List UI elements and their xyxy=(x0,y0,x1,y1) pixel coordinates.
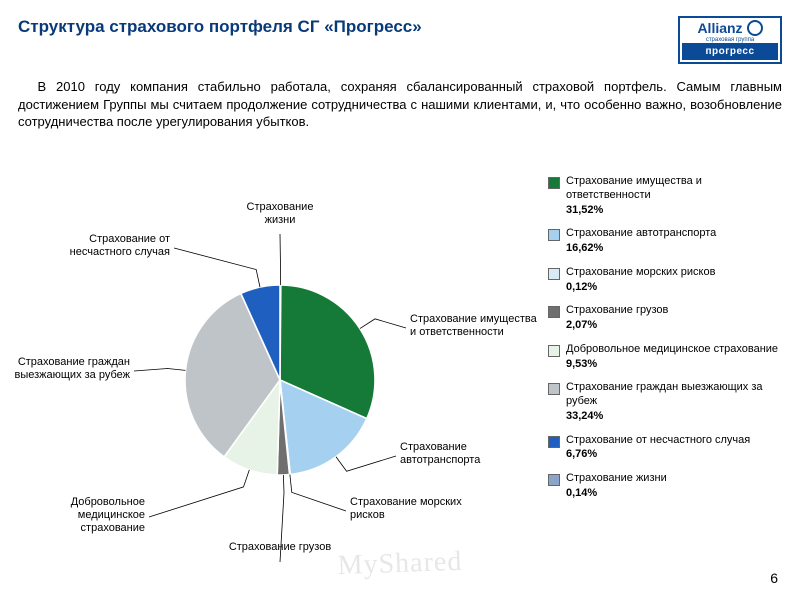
legend-text: Страхование граждан выезжающих за рубеж3… xyxy=(566,381,788,423)
legend-percent: 9,53% xyxy=(566,358,788,372)
pie-callout-label: Страхованиежизни xyxy=(247,201,314,226)
legend-label: Страхование жизни xyxy=(566,472,788,486)
callout-line xyxy=(174,248,260,287)
callout-line xyxy=(336,456,396,471)
intro-paragraph: В 2010 году компания стабильно работала,… xyxy=(18,78,782,131)
legend-text: Страхование морских рисков0,12% xyxy=(566,266,788,295)
legend-text: Страхование жизни0,14% xyxy=(566,472,788,501)
legend-text: Страхование грузов2,07% xyxy=(566,304,788,333)
callout-line xyxy=(149,470,249,517)
pie-callout-label: Страхованиеавтотранспорта xyxy=(400,441,481,466)
legend-label: Страхование граждан выезжающих за рубеж xyxy=(566,381,788,409)
allianz-ring-icon xyxy=(747,20,763,36)
chart-legend: Страхование имущества и ответственности3… xyxy=(548,175,788,511)
legend-label: Страхование грузов xyxy=(566,304,788,318)
legend-percent: 0,14% xyxy=(566,487,788,501)
pie-callout-label: Страхование отнесчастного случая xyxy=(70,233,170,258)
legend-percent: 6,76% xyxy=(566,448,788,462)
legend-percent: 2,07% xyxy=(566,319,788,333)
page-number: 6 xyxy=(770,570,778,586)
callout-line xyxy=(134,369,185,371)
legend-item: Добровольное медицинское страхование9,53… xyxy=(548,343,788,372)
legend-item: Страхование от несчастного случая6,76% xyxy=(548,434,788,463)
legend-label: Страхование от несчастного случая xyxy=(566,434,788,448)
legend-label: Страхование имущества и ответственности xyxy=(566,175,788,203)
legend-item: Страхование автотранспорта16,62% xyxy=(548,227,788,256)
legend-label: Страхование автотранспорта xyxy=(566,227,788,241)
chart-area: Страхованиежизни Страхование имуществаи о… xyxy=(0,150,800,570)
legend-text: Страхование автотранспорта16,62% xyxy=(566,227,788,256)
logo-top: Allianz xyxy=(682,20,778,37)
legend-item: Страхование имущества и ответственности3… xyxy=(548,175,788,217)
logo-text-bottom: прогресс xyxy=(682,43,778,60)
legend-label: Страхование морских рисков xyxy=(566,266,788,280)
pie-callout-label: Добровольноемедицинскоестрахование xyxy=(71,496,145,534)
legend-text: Страхование от несчастного случая6,76% xyxy=(566,434,788,463)
pie-callout-label: Страхование морскихрисков xyxy=(350,496,462,521)
legend-percent: 0,12% xyxy=(566,281,788,295)
legend-swatch xyxy=(548,177,560,189)
pie-chart: СтрахованиежизниСтрахование имуществаи о… xyxy=(30,170,530,570)
page-title: Структура страхового портфеля СГ «Прогре… xyxy=(18,16,422,37)
callout-line xyxy=(290,474,346,511)
legend-item: Страхование граждан выезжающих за рубеж3… xyxy=(548,381,788,423)
logo-text-top: Allianz xyxy=(697,20,742,37)
legend-text: Добровольное медицинское страхование9,53… xyxy=(566,343,788,372)
legend-item: Страхование морских рисков0,12% xyxy=(548,266,788,295)
legend-swatch xyxy=(548,268,560,280)
legend-swatch xyxy=(548,383,560,395)
legend-swatch xyxy=(548,474,560,486)
pie-callout-label: Страхование имуществаи ответственности xyxy=(410,313,538,338)
legend-label: Добровольное медицинское страхование xyxy=(566,343,788,357)
brand-logo: Allianz страховая группа прогресс xyxy=(678,16,782,64)
pie-callout-label: Страхование гражданвыезжающих за рубеж xyxy=(14,356,130,381)
legend-percent: 33,24% xyxy=(566,410,788,424)
legend-swatch xyxy=(548,436,560,448)
legend-text: Страхование имущества и ответственности3… xyxy=(566,175,788,217)
legend-item: Страхование грузов2,07% xyxy=(548,304,788,333)
legend-swatch xyxy=(548,306,560,318)
legend-percent: 31,52% xyxy=(566,204,788,218)
callout-line xyxy=(360,319,406,329)
legend-item: Страхование жизни0,14% xyxy=(548,472,788,501)
legend-percent: 16,62% xyxy=(566,242,788,256)
header: Структура страхового портфеля СГ «Прогре… xyxy=(18,16,782,64)
pie-callout-label: Страхование грузов xyxy=(229,541,331,553)
legend-swatch xyxy=(548,345,560,357)
legend-swatch xyxy=(548,229,560,241)
